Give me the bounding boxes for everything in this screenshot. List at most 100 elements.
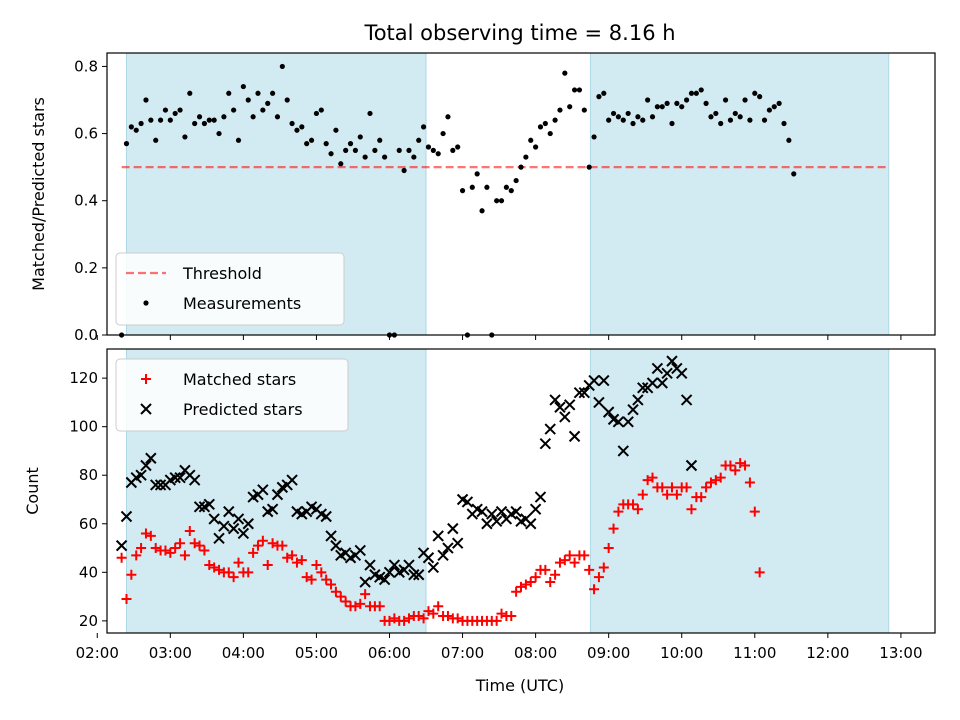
- measurement-point: [747, 117, 753, 123]
- measurement-point: [274, 114, 281, 120]
- y-tick-label: 0.2: [74, 259, 98, 277]
- predicted-star-point: [685, 459, 698, 472]
- matched-star-point: [335, 591, 346, 602]
- matched-star-point: [559, 555, 570, 566]
- matched-star-point: [628, 499, 639, 510]
- predicted-star-point: [120, 510, 133, 523]
- matched-star-point: [306, 574, 317, 585]
- matched-star-point: [696, 492, 707, 503]
- matched-star-point: [340, 596, 351, 607]
- matched-star-point: [257, 535, 268, 546]
- matched-star-point: [589, 584, 600, 595]
- measurement-point: [343, 147, 349, 153]
- count-panel: 20 40 60 80 100 120 02:00 03:00 04:00 05:00 06:00 0…: [69, 348, 936, 662]
- matched-star-point: [657, 482, 668, 493]
- measurement-point: [206, 117, 212, 123]
- matched-star-point: [316, 567, 327, 578]
- predicted-star-point: [403, 559, 415, 571]
- measurement-point: [308, 137, 315, 143]
- predicted-star-point: [218, 520, 230, 532]
- matched-star-point: [550, 569, 561, 580]
- measurement-point: [416, 137, 422, 143]
- matched-star-point: [554, 557, 565, 568]
- measurement-point: [518, 164, 524, 170]
- predicted-star-point: [330, 539, 342, 552]
- matched-star-point: [579, 550, 590, 561]
- predicted-star-point: [364, 559, 376, 571]
- measurement-point: [323, 141, 329, 147]
- predicted-star-point: [646, 377, 659, 389]
- matched-star-point: [262, 560, 273, 571]
- measurement-point: [752, 90, 758, 96]
- predicted-star-point: [666, 355, 678, 367]
- measurement-point: [771, 104, 777, 110]
- measurement-point: [649, 114, 656, 120]
- measurement-point: [630, 120, 636, 127]
- measurement-point: [357, 134, 363, 140]
- x-tick-label: 08:00: [514, 644, 557, 662]
- matched-star-point: [428, 608, 439, 619]
- measurement-point: [445, 114, 451, 120]
- measurement-point: [226, 90, 232, 96]
- plot-frame: [106, 52, 936, 336]
- predicted-star-point: [617, 445, 629, 457]
- measurement-point: [367, 110, 373, 117]
- matched-star-point: [179, 550, 190, 561]
- measurement-point: [196, 114, 203, 120]
- predicted-star-point: [413, 569, 425, 581]
- matched-star-point: [545, 577, 556, 588]
- predicted-star-point: [203, 498, 215, 511]
- predicted-star-point: [320, 510, 332, 523]
- measurement-point: [382, 154, 388, 160]
- measurement-point: [659, 104, 665, 110]
- plot-frame: [106, 348, 936, 634]
- legend-label: Measurements: [183, 294, 301, 313]
- matched-star-point: [496, 608, 507, 619]
- predicted-star-point: [476, 505, 488, 518]
- matched-star-point: [593, 572, 604, 583]
- measurement-point: [757, 94, 763, 100]
- y-tick-label: 60: [79, 515, 98, 533]
- matched-star-point: [126, 569, 137, 580]
- matched-star-point: [701, 482, 712, 493]
- measurement-point: [294, 127, 300, 133]
- y-tick-label: 20: [79, 612, 98, 630]
- measurement-point: [781, 120, 787, 127]
- matched-star-point: [136, 543, 147, 554]
- matched-star-point: [686, 504, 697, 515]
- measurement-point: [615, 114, 622, 120]
- y-tick-label: 0.8: [74, 57, 98, 75]
- measurement-point: [727, 117, 734, 123]
- predicted-star-point: [232, 513, 245, 525]
- predicted-star-point: [213, 532, 225, 545]
- y-tick-label: 120: [69, 369, 98, 387]
- measurement-point: [791, 171, 797, 177]
- matched-star-point: [296, 555, 307, 566]
- predicted-star-point: [442, 542, 454, 554]
- matched-star-point: [662, 489, 673, 500]
- measurement-point: [128, 124, 134, 130]
- matched-star-point: [584, 564, 595, 575]
- measurement-point: [123, 141, 130, 147]
- measurement-point: [240, 83, 246, 90]
- predicted-star-point: [140, 459, 152, 472]
- measurement-point: [474, 171, 480, 177]
- matched-star-point: [525, 577, 536, 588]
- x-axis-label: Time (UTC): [475, 676, 564, 695]
- measurement-point: [401, 167, 407, 174]
- matched-star-point: [248, 547, 259, 558]
- measurement-point: [167, 117, 173, 123]
- x-tick-label: 07:00: [441, 644, 484, 662]
- y-tick-label: 80: [79, 466, 98, 484]
- measurement-point: [601, 90, 607, 96]
- predicted-star-point: [388, 559, 401, 571]
- predicted-star-point: [563, 399, 576, 411]
- measurement-point: [732, 110, 738, 117]
- observing-window: [589, 52, 890, 336]
- measurement-point: [620, 117, 626, 123]
- matched-star-point: [287, 550, 298, 561]
- measurement-point: [425, 144, 432, 150]
- measurement-point: [654, 104, 660, 110]
- matched-star-point: [223, 567, 234, 578]
- measurement-point: [645, 97, 651, 103]
